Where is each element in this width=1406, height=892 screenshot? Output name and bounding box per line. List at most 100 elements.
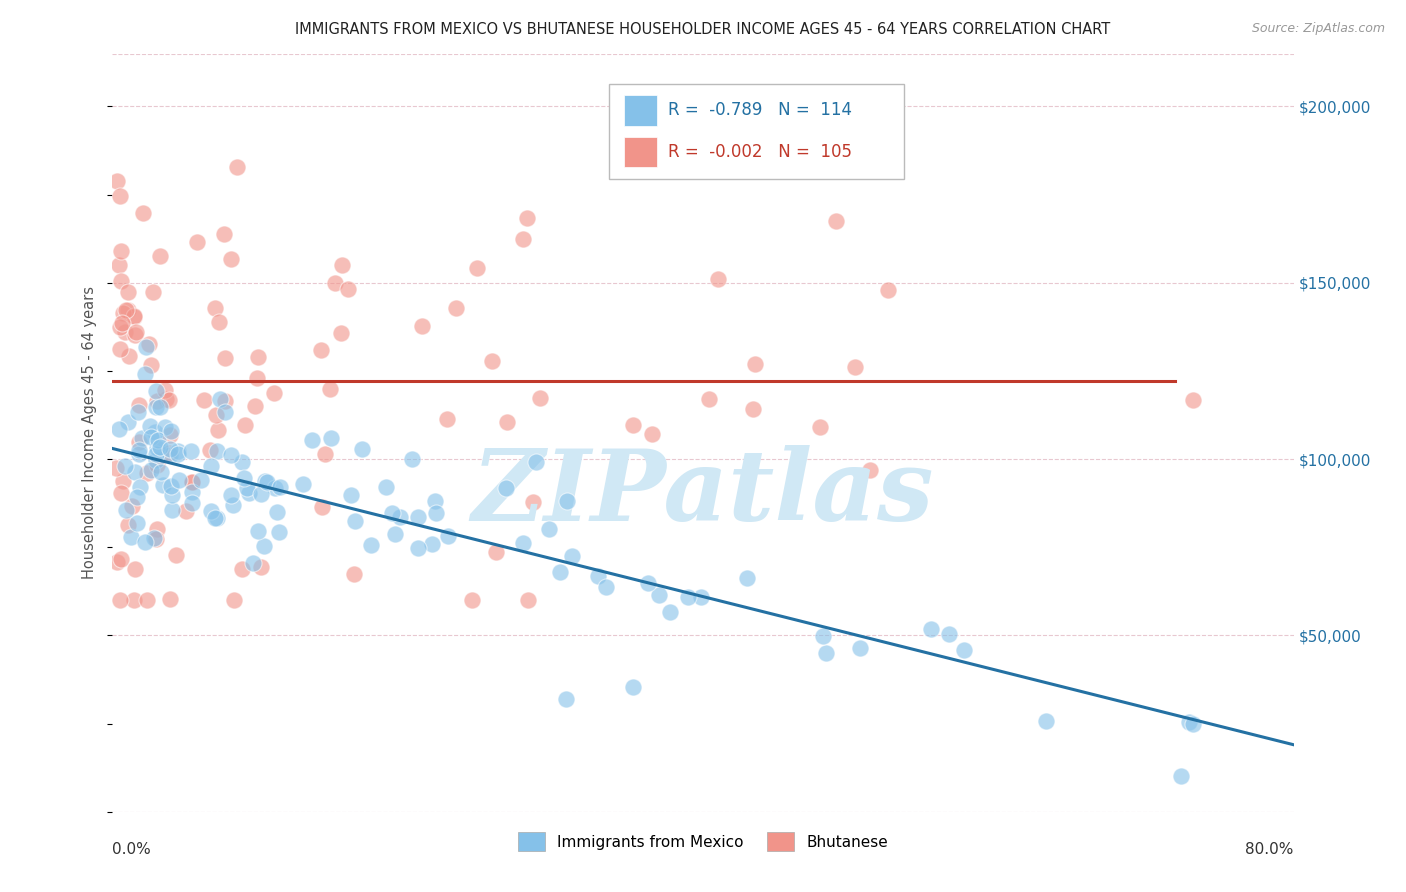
Point [512,231,534,245]
Point [232,471,254,485]
Point [269,480,291,494]
Point [461,593,484,607]
Point [555,692,578,706]
Point [110,485,132,500]
Point [436,412,458,426]
Point [146,458,169,472]
Point [207,423,229,437]
Point [190,473,212,487]
Point [1178,715,1201,730]
Point [690,591,713,605]
Point [108,320,131,334]
Point [136,466,159,480]
Point [481,354,503,368]
Point [131,431,153,445]
Point [254,474,277,488]
Point [155,392,177,406]
Point [323,276,346,290]
Point [319,382,342,396]
Point [110,551,132,566]
Point [167,447,190,461]
Point [160,503,183,517]
Point [167,473,190,487]
Point [160,479,183,493]
Point [641,427,664,442]
Point [250,560,273,574]
Point [1035,714,1057,729]
Point [555,493,578,508]
Point [114,503,136,517]
Point [124,310,146,324]
Point [212,227,235,242]
Point [176,504,198,518]
Point [920,622,942,636]
Point [117,517,139,532]
Point [138,337,160,351]
Point [876,283,898,297]
Point [180,444,202,458]
Point [548,565,571,579]
Point [108,593,131,607]
Point [110,274,132,288]
Point [108,189,131,203]
Point [436,529,458,543]
Point [538,522,561,536]
Point [129,479,152,493]
Point [744,357,766,371]
Point [117,302,139,317]
Point [707,272,730,286]
Point [529,391,551,405]
Point [637,576,659,591]
Point [149,465,172,479]
Point [263,385,285,400]
Point [522,494,544,508]
Point [496,415,519,429]
Point [235,418,257,433]
Point [269,524,291,539]
Point [111,317,134,331]
Point [200,504,222,518]
Point [149,249,172,263]
Point [1181,392,1204,407]
Point [1182,716,1205,731]
Point [264,482,287,496]
Point [145,522,167,536]
Point [159,442,181,456]
Point [186,235,208,249]
Point [148,440,170,454]
Point [145,532,167,546]
Point [139,463,162,477]
Point [350,442,373,456]
Point [204,301,226,316]
Point [160,488,183,502]
Point [146,433,169,447]
Point [246,371,269,385]
Point [309,343,332,357]
FancyBboxPatch shape [609,84,904,178]
Point [118,350,141,364]
Point [214,351,236,366]
Point [465,261,488,276]
Point [236,481,259,495]
Point [114,458,136,473]
Point [132,206,155,220]
Point [444,301,467,315]
Point [242,556,264,570]
Point [204,511,226,525]
Text: ZIPatlas: ZIPatlas [472,445,934,541]
Point [121,500,143,514]
Point [128,398,150,412]
Y-axis label: Householder Income Ages 45 - 64 years: Householder Income Ages 45 - 64 years [82,286,97,579]
Point [145,400,167,414]
Text: IMMIGRANTS FROM MEXICO VS BHUTANESE HOUSEHOLDER INCOME AGES 45 - 64 YEARS CORREL: IMMIGRANTS FROM MEXICO VS BHUTANESE HOUS… [295,22,1111,37]
Point [127,405,149,419]
Point [146,441,169,455]
Point [145,394,167,409]
Point [221,488,243,502]
Point [124,310,146,324]
Point [115,303,138,318]
Point [104,461,127,475]
Point [384,527,406,541]
Point [181,485,204,500]
Point [360,538,382,552]
